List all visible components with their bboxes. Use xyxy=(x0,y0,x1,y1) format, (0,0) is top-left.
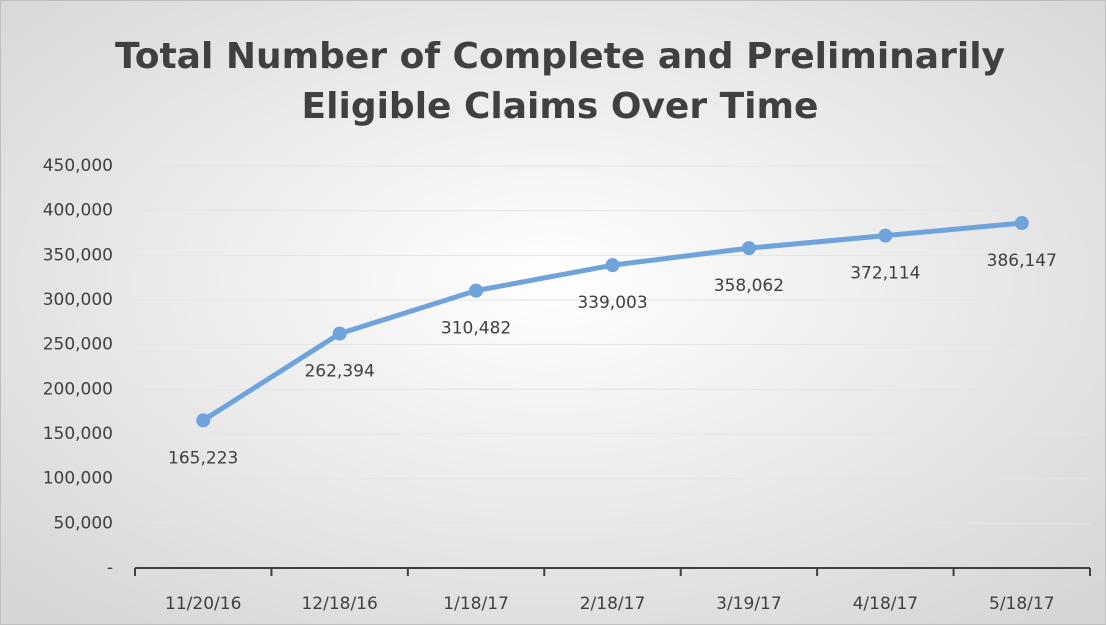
marker xyxy=(332,326,347,341)
data-label: 165,223 xyxy=(168,448,238,468)
y-tick-label: 350,000 xyxy=(43,245,113,265)
x-tick-label: 2/18/17 xyxy=(580,594,646,614)
marker xyxy=(196,413,211,428)
y-tick-label: 100,000 xyxy=(43,469,113,489)
data-label: 310,482 xyxy=(441,319,511,339)
y-tick-label: 200,000 xyxy=(43,379,113,399)
data-label: 262,394 xyxy=(304,362,374,382)
chart-title: Total Number of Complete and Preliminari… xyxy=(115,36,1005,77)
y-tick-label: 400,000 xyxy=(43,201,113,221)
marker xyxy=(1014,216,1029,231)
y-tick-label: 450,000 xyxy=(43,156,113,176)
y-tick-label: 300,000 xyxy=(43,290,113,310)
y-tick-label: - xyxy=(107,558,113,578)
data-label: 339,003 xyxy=(577,293,647,313)
data-label: 386,147 xyxy=(987,251,1057,271)
x-tick-label: 12/18/16 xyxy=(301,594,377,614)
x-tick-label: 1/18/17 xyxy=(443,594,509,614)
x-tick-label: 11/20/16 xyxy=(165,594,241,614)
marker xyxy=(878,228,893,243)
y-tick-label: 50,000 xyxy=(54,513,113,533)
marker xyxy=(605,258,620,273)
data-label: 358,062 xyxy=(714,276,784,296)
data-label: 372,114 xyxy=(850,264,920,284)
x-tick-label: 4/18/17 xyxy=(853,594,919,614)
y-tick-label: 250,000 xyxy=(43,335,113,355)
y-tick-label: 150,000 xyxy=(43,424,113,444)
marker xyxy=(741,241,756,256)
chart-title: Eligible Claims Over Time xyxy=(302,86,819,127)
x-tick-label: 3/19/17 xyxy=(716,594,782,614)
marker xyxy=(469,283,484,298)
x-tick-label: 5/18/17 xyxy=(989,594,1055,614)
